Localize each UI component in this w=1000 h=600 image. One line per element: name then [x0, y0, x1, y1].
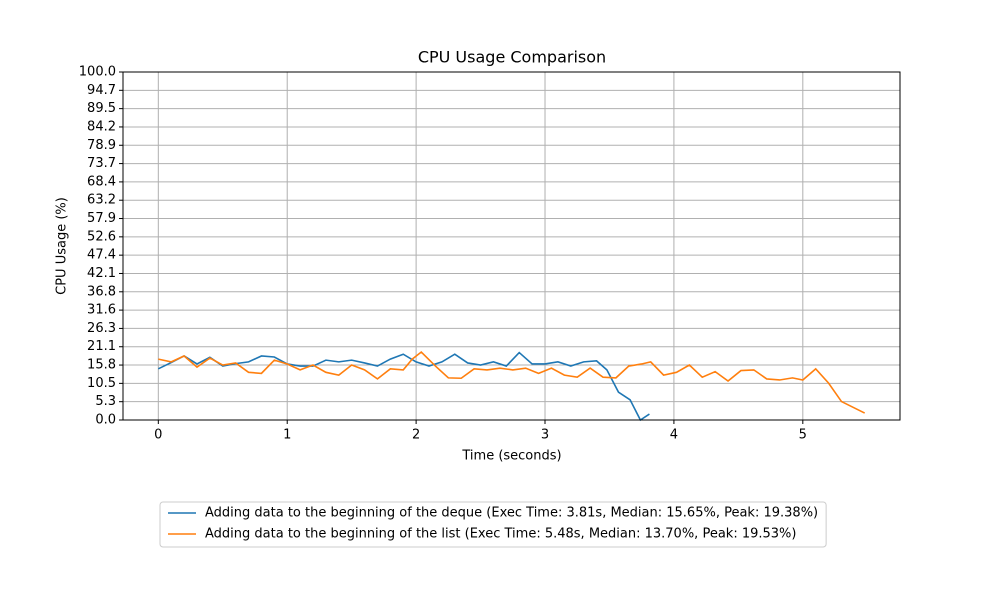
x-tick-label: 0	[154, 428, 162, 443]
legend-box	[159, 501, 827, 548]
y-tick-label: 0.0	[95, 413, 116, 428]
y-tick-label: 84.2	[87, 119, 116, 134]
y-tick-label: 94.7	[87, 83, 116, 98]
y-tick-label: 10.5	[87, 376, 116, 391]
legend-label: Adding data to the beginning of the dequ…	[205, 506, 818, 521]
y-tick-label: 36.8	[87, 284, 116, 299]
y-tick-label: 78.9	[87, 138, 116, 153]
y-tick-label: 100.0	[79, 65, 116, 80]
legend-label: Adding data to the beginning of the list…	[205, 527, 796, 542]
y-axis-label: CPU Usage (%)	[55, 197, 70, 295]
y-tick-label: 63.2	[87, 193, 116, 208]
x-tick-label: 3	[541, 428, 549, 443]
plot-frame	[122, 71, 901, 421]
y-tick-label: 52.6	[87, 229, 116, 244]
y-tick-label: 31.6	[87, 303, 116, 318]
y-tick-label: 5.3	[95, 394, 116, 409]
y-tick-label: 68.4	[87, 174, 116, 189]
y-tick-label: 57.9	[87, 211, 116, 226]
y-tick-label: 47.4	[87, 248, 116, 263]
y-tick-label: 89.5	[87, 101, 116, 116]
y-tick-label: 26.3	[87, 321, 116, 336]
x-axis-label: Time (seconds)	[461, 449, 561, 464]
data-line	[158, 350, 866, 414]
chart-title: CPU Usage Comparison	[418, 48, 606, 67]
x-tick-label: 5	[799, 428, 807, 443]
x-tick-label: 4	[670, 428, 678, 443]
x-tick-label: 1	[283, 428, 291, 443]
y-tick-label: 42.1	[87, 266, 116, 281]
data-line	[157, 351, 650, 422]
x-tick-label: 2	[412, 428, 420, 443]
y-tick-label: 15.8	[87, 358, 116, 373]
y-tick-label: 73.7	[87, 156, 116, 171]
legend: Adding data to the beginning of the dequ…	[159, 501, 827, 548]
y-tick-label: 21.1	[87, 339, 116, 354]
